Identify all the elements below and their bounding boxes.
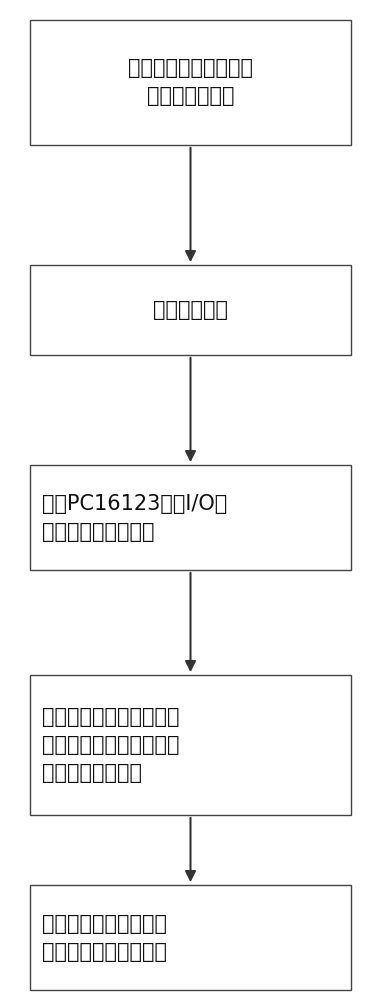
FancyBboxPatch shape bbox=[30, 675, 351, 815]
Text: 设置传声器数量，布置
方式及位置坐标: 设置传声器数量，布置 方式及位置坐标 bbox=[128, 58, 253, 106]
FancyBboxPatch shape bbox=[30, 20, 351, 145]
Text: 逐次选通扬声器和麦克，
控制声卡发射声波信号，
计算声波飞渡时间: 逐次选通扬声器和麦克， 控制声卡发射声波信号， 计算声波飞渡时间 bbox=[42, 707, 179, 783]
Text: 利用声波飞渡时间，根
据重建算法重建温度场: 利用声波飞渡时间，根 据重建算法重建温度场 bbox=[42, 914, 167, 962]
FancyBboxPatch shape bbox=[30, 265, 351, 355]
Text: 配置PC16123数字I/O通
道和模拟量输入通道: 配置PC16123数字I/O通 道和模拟量输入通道 bbox=[42, 493, 227, 542]
FancyBboxPatch shape bbox=[30, 465, 351, 570]
FancyBboxPatch shape bbox=[30, 885, 351, 990]
Text: 生成声源信号: 生成声源信号 bbox=[153, 300, 228, 320]
